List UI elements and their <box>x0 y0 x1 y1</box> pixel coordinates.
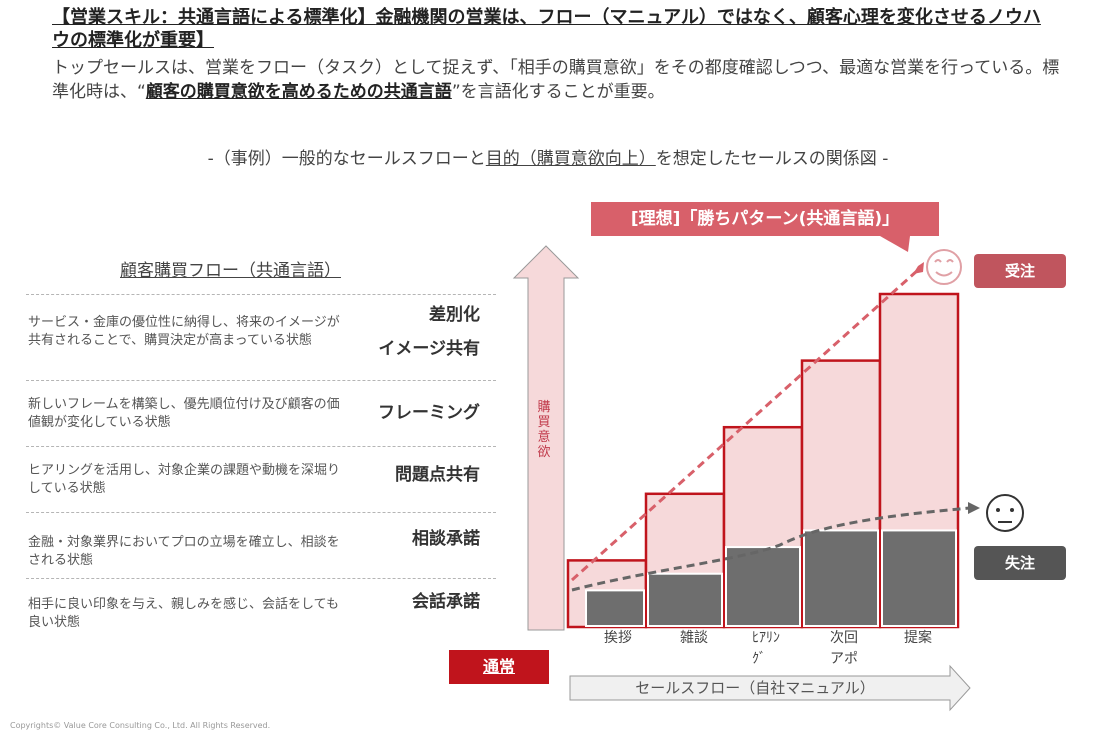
neutral-face-icon <box>986 494 1024 532</box>
stage-name-framing: フレーミング <box>378 403 480 423</box>
normal-bars <box>585 529 957 628</box>
stage-desc-differentiation: サービス・金庫の優位性に納得し、将来のイメージが共有されることで、購買決定が高ま… <box>28 315 340 348</box>
stage-separator <box>26 446 496 447</box>
step-label-proposal: 提案 <box>904 630 932 646</box>
stage-desc-consultation: 金融・対象業界においてプロの立場を確立し、相談をされる状態 <box>28 535 340 568</box>
flow-title: 顧客購買フロー（共通言語） <box>120 261 341 281</box>
purchase-intent-arrow <box>512 245 580 631</box>
stage-separator <box>26 380 496 381</box>
stage-name-consultation: 相談承諾 <box>412 529 480 549</box>
lead-part2: ”を言語化することが重要。 <box>451 82 665 102</box>
stage-separator <box>26 512 496 513</box>
normal-path-arrowhead <box>968 502 980 514</box>
subtitle-underlined: 目的（購買意欲向上） <box>485 149 656 169</box>
normal-label-text: 通常 <box>482 657 515 676</box>
lead-part1: トップセールスは、営業をフロー（タスク）として捉えず、「相手の購買意欲」をその都… <box>52 58 1060 102</box>
step-label-hearing: ﾋｱﾘﾝ ｸﾞ <box>752 630 780 667</box>
subtitle-after: を想定したセールスの関係図 - <box>655 149 889 169</box>
copyright: Copyrights© Value Core Consulting Co., L… <box>10 721 271 730</box>
headline-prefix: 【営業スキル：共通言語による標準化】 <box>52 7 376 28</box>
stage-name-conversation: 会話承諾 <box>412 592 480 612</box>
step-label-greeting: 挨拶 <box>604 630 632 646</box>
order-lost-tag: 失注 <box>974 546 1066 580</box>
stage-separator <box>26 294 496 295</box>
stage-name-problem-sharing: 問題点共有 <box>395 465 480 485</box>
stage-name-differentiation: 差別化 <box>429 305 480 325</box>
ideal-path-arrowhead <box>913 262 924 274</box>
order-won-tag: 受注 <box>974 254 1066 288</box>
normal-step-bar <box>881 529 957 627</box>
normal-step-bar <box>725 546 801 628</box>
step-label-next-appointment: 次回 アポ <box>830 630 858 667</box>
normal-label: 通常 <box>449 650 549 684</box>
normal-step-bar <box>647 572 723 627</box>
normal-step-bar <box>803 529 879 627</box>
lead-emphasis: 顧客の購買意欲を高めるための共通言語 <box>145 82 452 102</box>
callout-tail <box>880 236 910 252</box>
sales-flow-label: セールスフロー（自社マニュアル） <box>635 679 875 697</box>
normal-path-line <box>571 506 971 592</box>
diagram-subtitle: -（事例）一般的なセールスフローと目的（購買意欲向上）を想定したセールスの関係図… <box>0 144 1096 169</box>
lead-text: トップセールスは、営業をフロー（タスク）として捉えず、「相手の購買意欲」をその都… <box>52 56 1062 104</box>
normal-step-bar <box>585 589 645 627</box>
ideal-pattern-callout: [理想]「勝ちパターン(共通言語)」 <box>591 202 939 236</box>
stage-desc-framing: 新しいフレームを構築し、優先順位付け及び顧客の価値観が変化している状態 <box>28 397 340 430</box>
sales-flow-arrow <box>569 664 971 712</box>
stage-desc-problem-sharing: ヒアリングを活用し、対象企業の課題や動機を深堀りしている状態 <box>28 463 341 496</box>
stage-separator <box>26 578 496 579</box>
step-label-chat: 雑談 <box>680 630 708 646</box>
subtitle-before: -（事例）一般的なセールスフローと <box>207 149 486 169</box>
purchase-intent-label: 購買意欲 <box>537 400 551 460</box>
happy-face-icon <box>926 249 962 285</box>
headline: 【営業スキル：共通言語による標準化】金融機関の営業は、フロー（マニュアル）ではな… <box>52 6 1052 52</box>
stage-name-image-sharing: イメージ共有 <box>378 339 480 359</box>
headline-rest: 金融機関の営業は、フロー（マニュアル）ではなく、顧客心理を変化させるノウハウの標… <box>52 7 1041 51</box>
stage-desc-conversation: 相手に良い印象を与え、親しみを感じ、会話をしても良い状態 <box>28 597 339 630</box>
